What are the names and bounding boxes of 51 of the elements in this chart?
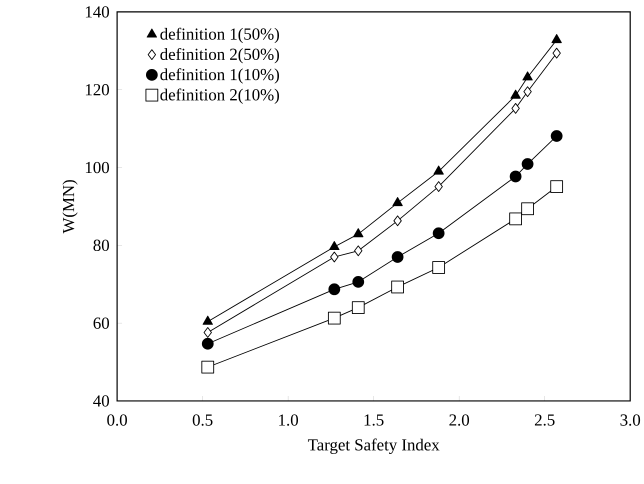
point [392, 250, 404, 263]
y-tick-label: 80 [93, 240, 110, 251]
point [328, 283, 340, 296]
x-tick-label: 2.0 [449, 414, 470, 426]
x-axis-title: Target Safety Index [308, 438, 440, 454]
point [522, 158, 534, 170]
x-tick-label: 0.0 [107, 414, 127, 426]
point [202, 338, 214, 350]
y-tick-label: 100 [86, 162, 110, 174]
point [509, 212, 522, 226]
point [510, 90, 521, 99]
y-tick-label: 60 [94, 317, 110, 329]
point [511, 102, 520, 114]
point [432, 260, 446, 274]
point [552, 34, 562, 43]
point [434, 181, 443, 192]
y-tick-label: 40 [93, 395, 110, 406]
x-tick-label: 1.0 [279, 414, 298, 426]
point [329, 240, 340, 250]
point [204, 326, 212, 338]
point [201, 360, 214, 374]
point [354, 245, 362, 256]
point [352, 276, 364, 288]
point [330, 251, 338, 262]
y-tick-label: 120 [86, 84, 110, 96]
point [391, 280, 404, 294]
legend-label: definition 1(50%) [160, 28, 280, 43]
point [523, 86, 532, 97]
y-axis-title: W(MN) [62, 180, 78, 234]
x-tick-label: 3.0 [620, 414, 640, 426]
point [433, 165, 444, 174]
point [393, 215, 402, 226]
x-tick-label: 2.5 [534, 414, 555, 426]
legend-label: definition 2(10%) [160, 88, 280, 104]
point [550, 130, 563, 142]
x-tick-label: 0.5 [192, 414, 212, 426]
legend-label: definition 1(10%) [160, 68, 280, 84]
point [353, 228, 364, 238]
x-tick-label: 1.5 [364, 414, 384, 426]
y-tick-label: 140 [86, 6, 110, 18]
point [328, 312, 341, 324]
point [352, 301, 365, 314]
point [432, 227, 445, 239]
point [550, 180, 564, 193]
legend-label: definition 2(50%) [160, 48, 280, 64]
point [521, 202, 534, 215]
point [202, 316, 213, 325]
point [522, 71, 533, 80]
point [552, 48, 561, 58]
point [392, 196, 403, 206]
point [510, 170, 522, 182]
